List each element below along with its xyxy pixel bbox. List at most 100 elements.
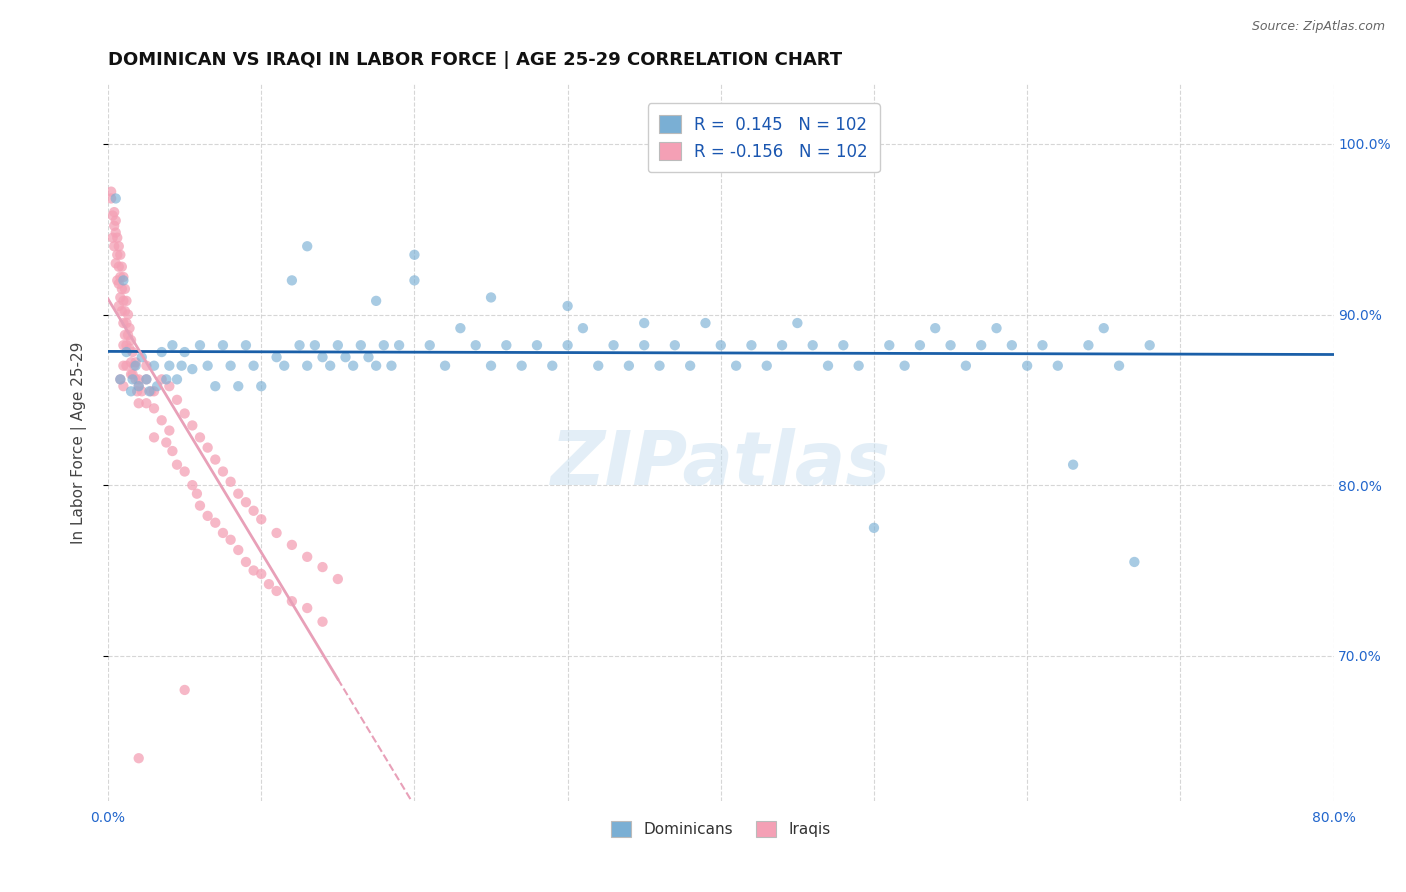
Point [188,430,211,444]
Point [166,372,188,386]
Point [112,316,135,330]
Point [226,486,249,500]
Point [104,191,127,205]
Point [124,355,146,369]
Point [173,682,195,697]
Point [235,338,257,352]
Point [143,401,166,416]
Point [173,407,195,421]
Point [118,321,141,335]
Point [117,328,139,343]
Point [725,359,748,373]
Point [817,359,839,373]
Point [510,359,533,373]
Point [166,458,188,472]
Point [115,293,138,308]
Point [212,525,235,540]
Point [104,226,127,240]
Point [679,359,702,373]
Point [648,359,671,373]
Point [117,308,139,322]
Point [111,304,134,318]
Point [557,338,579,352]
Point [103,205,125,219]
Point [110,372,132,386]
Text: Source: ZipAtlas.com: Source: ZipAtlas.com [1251,20,1385,33]
Point [924,321,946,335]
Point [586,359,609,373]
Point [740,338,762,352]
Point [181,478,204,492]
Point [143,384,166,399]
Legend: Dominicans, Iraqis: Dominicans, Iraqis [605,814,837,844]
Point [541,359,564,373]
Point [226,543,249,558]
Point [273,359,295,373]
Point [602,338,624,352]
Point [304,338,326,352]
Point [311,350,333,364]
Point [103,239,125,253]
Point [250,379,273,393]
Point [128,372,150,386]
Point [479,359,502,373]
Point [464,338,486,352]
Point [955,359,977,373]
Point [120,368,142,382]
Point [143,430,166,444]
Point [212,465,235,479]
Point [986,321,1008,335]
Point [197,359,219,373]
Point [281,538,304,552]
Point [143,359,166,373]
Point [281,594,304,608]
Point [1031,338,1053,352]
Point [103,219,125,233]
Point [111,260,134,274]
Point [150,345,173,359]
Point [157,359,180,373]
Point [115,345,138,359]
Point [219,359,242,373]
Point [1001,338,1024,352]
Point [105,230,128,244]
Point [181,418,204,433]
Point [138,384,160,399]
Point [157,424,180,438]
Point [1123,555,1146,569]
Point [124,372,146,386]
Point [104,256,127,270]
Point [633,316,655,330]
Point [388,338,411,352]
Point [572,321,595,335]
Point [434,359,457,373]
Point [235,495,257,509]
Point [162,444,184,458]
Point [242,564,264,578]
Point [135,396,157,410]
Point [1062,458,1084,472]
Point [120,333,142,347]
Point [319,359,342,373]
Point [115,359,138,373]
Point [633,338,655,352]
Point [128,751,150,765]
Point [173,345,195,359]
Point [288,338,311,352]
Point [1139,338,1161,352]
Point [755,359,778,373]
Point [101,209,124,223]
Point [115,338,138,352]
Point [107,260,129,274]
Point [226,379,249,393]
Point [188,338,211,352]
Point [1077,338,1099,352]
Point [250,512,273,526]
Point [104,213,127,227]
Point [204,516,226,530]
Point [146,379,169,393]
Point [342,359,364,373]
Point [1046,359,1069,373]
Point [121,368,143,382]
Point [526,338,548,352]
